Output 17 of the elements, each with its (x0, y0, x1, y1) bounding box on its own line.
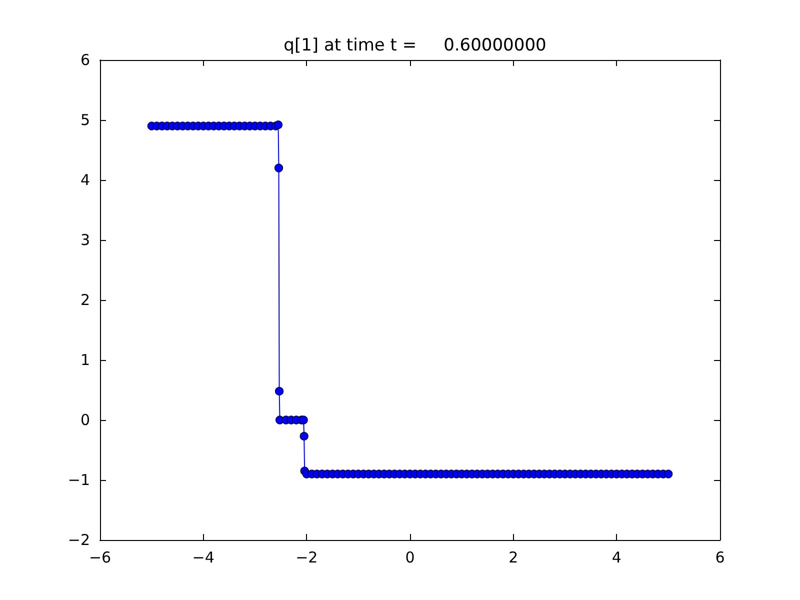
chart-title: q[1] at time t = 0.60000000 (284, 36, 546, 56)
y-tick-label: 6 (80, 51, 90, 69)
y-tick-label: 0 (80, 411, 90, 429)
y-tick-label: 2 (80, 291, 90, 309)
x-tick-label: 6 (715, 548, 725, 566)
x-tick-label: −6 (88, 548, 112, 566)
x-tick-label: −4 (192, 548, 214, 566)
y-tick-label: 5 (80, 111, 90, 129)
x-tick-label: −2 (296, 548, 318, 566)
y-tick-label: 1 (80, 351, 90, 369)
y-tick-label: −2 (68, 531, 90, 549)
y-tick-label: 3 (80, 231, 90, 249)
y-tick-label: 4 (80, 171, 90, 189)
y-tick-label: −1 (68, 471, 90, 489)
x-tick-label: 4 (612, 548, 622, 566)
x-tick-label: 2 (508, 548, 518, 566)
x-tick-label: 0 (405, 548, 415, 566)
